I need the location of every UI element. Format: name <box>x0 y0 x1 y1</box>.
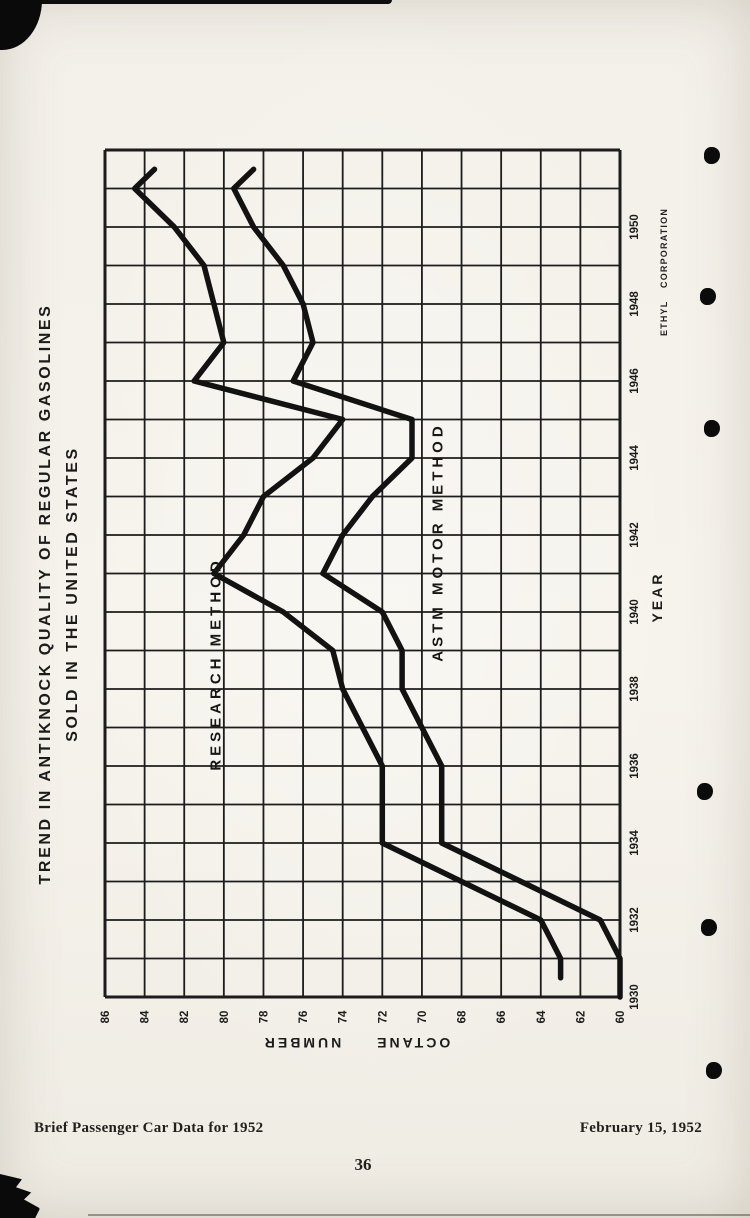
scan-top-edge-artifact <box>0 0 392 4</box>
chart-title: TREND IN ANTIKNOCK QUALITY OF REGULAR GA… <box>32 304 86 885</box>
year-tick-label: 1932 <box>629 907 641 933</box>
year-tick-label: 1948 <box>629 291 641 317</box>
year-tick-label: 1936 <box>629 753 641 779</box>
series-label-research-method: RESEARCH METHOD <box>207 557 225 771</box>
series-label-astm-motor-method: ASTM MOTOR METHOD <box>429 422 447 662</box>
binder-hole-mark <box>697 783 713 800</box>
scan-bottom-edge-artifact <box>88 1214 750 1216</box>
footer-document-title: Brief Passenger Car Data for 1952 <box>34 1120 264 1136</box>
year-tick-label: 1950 <box>629 214 641 240</box>
octane-tick-label: 74 <box>338 1010 350 1023</box>
series-line-astm-motor-method <box>231 166 623 1000</box>
binder-hole-mark <box>704 147 720 164</box>
year-tick-label: 1934 <box>629 830 641 856</box>
year-tick-label: 1930 <box>629 984 641 1010</box>
octane-tick-label: 78 <box>259 1010 271 1023</box>
octane-tick-label: 64 <box>536 1010 548 1023</box>
page-number: 36 <box>354 1155 372 1174</box>
binder-hole-mark <box>700 288 716 305</box>
year-tick-label: 1946 <box>629 368 641 394</box>
octane-tick-label: 60 <box>615 1011 627 1024</box>
year-tick-label: 1940 <box>629 599 641 625</box>
octane-tick-label: 84 <box>140 1010 152 1023</box>
binder-hole-mark <box>701 919 717 936</box>
octane-tick-label: 86 <box>100 1011 112 1024</box>
year-tick-label: 1944 <box>629 445 641 471</box>
octane-tick-label: 62 <box>575 1011 587 1024</box>
octane-tick-label: 80 <box>219 1011 231 1024</box>
binder-hole-mark <box>706 1062 722 1079</box>
octane-tick-label: 72 <box>377 1011 389 1024</box>
octane-tick-label: 76 <box>298 1011 310 1024</box>
chart-title-line2: SOLD IN THE UNITED STATES <box>64 446 81 742</box>
chart-title-line1: TREND IN ANTIKNOCK QUALITY OF REGULAR GA… <box>37 303 54 885</box>
series-line-research-method <box>131 166 564 981</box>
octane-tick-label: 82 <box>179 1011 191 1024</box>
octane-tick-label: 66 <box>496 1011 508 1024</box>
octane-axis-title: OCTANE NUMBER <box>261 1035 451 1051</box>
year-tick-label: 1942 <box>629 522 641 548</box>
year-tick-label: 1938 <box>629 676 641 702</box>
binder-hole-mark <box>704 420 720 437</box>
octane-tick-label: 70 <box>417 1011 429 1024</box>
footer-date: February 15, 1952 <box>579 1120 702 1136</box>
source-credit: ETHYL CORPORATION <box>659 207 669 337</box>
year-axis-title: YEAR <box>649 571 665 623</box>
octane-tick-label: 68 <box>457 1010 469 1023</box>
